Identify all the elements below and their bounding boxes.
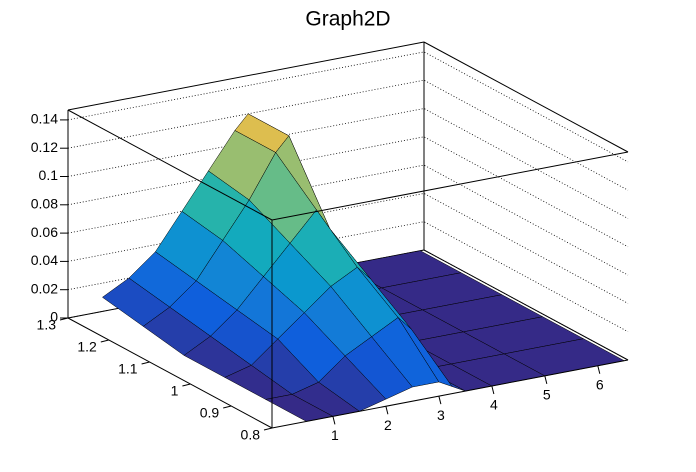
- x-tick: [332, 416, 336, 425]
- box-edge: [67, 41, 425, 111]
- box-edge: [271, 151, 629, 221]
- z-tick-label: 0.1: [39, 167, 59, 183]
- z-tick-label: 0.04: [31, 252, 58, 268]
- y-tick: [182, 383, 191, 387]
- box-edge: [67, 317, 273, 429]
- y-tick: [100, 339, 109, 343]
- x-tick: [438, 396, 442, 405]
- x-tick: [491, 385, 495, 395]
- y-tick: [59, 317, 69, 321]
- z-tick-label: 0.02: [31, 280, 58, 296]
- y-tick-label: 1: [171, 383, 179, 399]
- x-tick-label: 3: [437, 407, 445, 423]
- x-tick-label: 6: [596, 376, 604, 392]
- x-tick-label: 2: [384, 417, 392, 433]
- y-tick: [223, 405, 232, 409]
- y-tick-label: 1.3: [37, 317, 57, 333]
- x-tick: [597, 365, 601, 374]
- z-tick-label: 0.14: [31, 111, 58, 127]
- x-tick: [544, 375, 548, 385]
- box-edge: [67, 109, 273, 221]
- box-edge: [271, 359, 629, 429]
- chart-title: Graph2D: [305, 8, 390, 31]
- grid-line: [67, 79, 629, 191]
- y-tick-label: 1.2: [77, 339, 97, 355]
- y-tick: [141, 361, 150, 365]
- box-edge: [423, 41, 629, 153]
- z-tick-label: 0: [50, 309, 58, 325]
- x-tick: [385, 406, 389, 415]
- x-tick-label: 4: [490, 397, 498, 413]
- y-tick-label: 0.8: [241, 427, 261, 443]
- z-tick-label: 0.12: [31, 139, 58, 155]
- y-tick: [263, 427, 273, 431]
- x-tick-label: 5: [543, 387, 551, 403]
- y-tick-label: 1.1: [118, 361, 138, 377]
- z-tick-label: 0.08: [31, 196, 58, 212]
- x-tick-label: 1: [331, 427, 339, 443]
- z-tick-label: 0.06: [31, 224, 58, 240]
- y-tick-label: 0.9: [200, 405, 220, 421]
- grid-line: [67, 108, 629, 219]
- grid-line: [67, 51, 629, 163]
- grid-line: [67, 136, 629, 248]
